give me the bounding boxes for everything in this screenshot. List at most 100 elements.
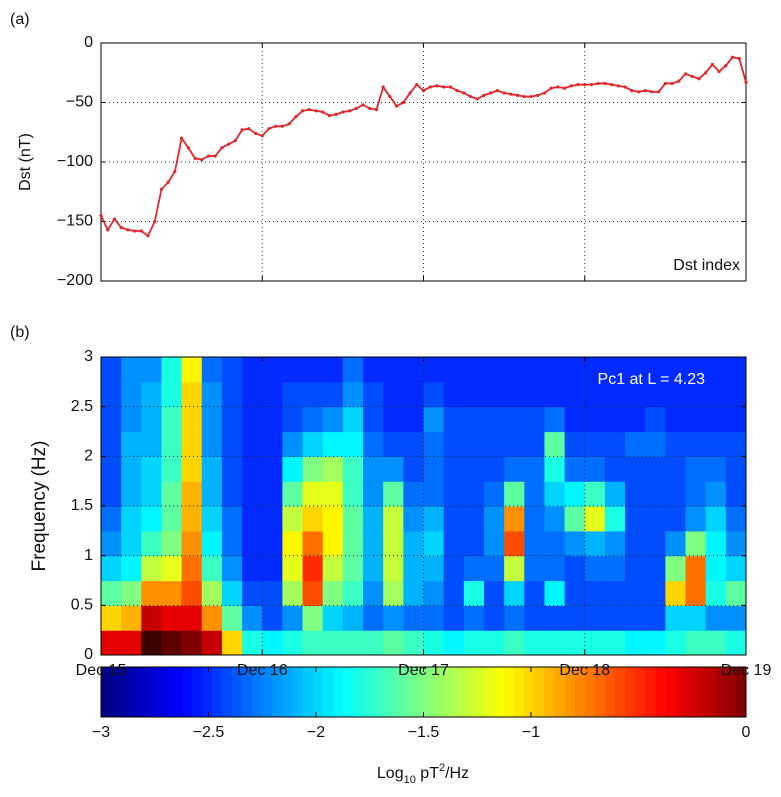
heat-cell <box>181 481 203 507</box>
point <box>421 89 426 93</box>
heat-cell <box>504 456 525 482</box>
colorbar-step <box>584 667 596 717</box>
heatmap <box>101 357 746 655</box>
overlay: −200 −150 −100 −50 0 0 0.5 1 1.5 2 2.5 3 Dec 15 Dec 1… <box>57 34 771 679</box>
point <box>260 134 264 138</box>
annotation: Dst index <box>673 257 740 274</box>
heat-cell <box>483 580 505 606</box>
point <box>119 225 123 230</box>
heat-cell <box>121 431 142 457</box>
heat-cell <box>282 357 304 383</box>
heat-cell <box>564 431 586 457</box>
point <box>247 127 251 131</box>
point <box>395 104 399 108</box>
heat-cell <box>302 431 324 457</box>
heat-cell <box>705 431 727 457</box>
colorbar-label-part: 2 <box>439 762 445 774</box>
heat-cell <box>403 630 425 655</box>
heat-cell <box>423 630 445 655</box>
colorbar-step <box>735 667 747 717</box>
heat-cell <box>483 630 505 655</box>
colorbar-step <box>141 667 152 717</box>
heat-cell <box>423 481 445 507</box>
heat-cell <box>201 530 223 557</box>
colorbar-step <box>544 667 556 717</box>
heat-cell <box>463 580 485 606</box>
heat-cell <box>483 555 505 582</box>
heat-cell <box>443 530 465 557</box>
heat-cell <box>181 530 203 557</box>
point <box>442 85 446 89</box>
heat-cell <box>504 431 525 457</box>
heat-cell <box>121 357 142 383</box>
colorbar-step <box>272 667 283 717</box>
y-tick-label: 1.5 <box>71 497 93 514</box>
heat-cell <box>625 381 646 408</box>
heat-cell <box>403 431 425 457</box>
heat-cell <box>524 357 546 383</box>
point <box>616 84 620 88</box>
heat-cell <box>443 431 465 457</box>
heat-cell <box>604 605 626 631</box>
heat-cell <box>483 530 505 557</box>
colorbar-step <box>211 667 223 717</box>
heat-cell <box>383 506 404 532</box>
heat-cell <box>383 605 404 631</box>
point <box>341 110 345 114</box>
heat-cell <box>221 630 243 655</box>
heat-cell <box>161 580 183 606</box>
heat-cell <box>262 406 284 433</box>
point <box>462 91 466 95</box>
colorbar-step <box>393 667 404 717</box>
point <box>683 72 688 76</box>
point <box>710 62 715 67</box>
heat-cell <box>604 406 626 433</box>
heat-cell <box>322 555 344 582</box>
heat-cell <box>342 605 364 631</box>
heat-cell <box>685 530 707 557</box>
heat-cell <box>604 580 626 606</box>
point <box>603 81 607 86</box>
point <box>381 85 385 89</box>
heat-cell <box>262 605 284 631</box>
point <box>542 91 547 95</box>
heat-cell <box>101 431 122 457</box>
heat-cell <box>383 481 404 507</box>
heat-cell <box>383 456 404 482</box>
heat-cell <box>423 580 445 606</box>
heat-cell <box>524 605 546 631</box>
heat-cell <box>363 406 384 433</box>
heat-cell <box>221 406 243 433</box>
point <box>227 142 231 146</box>
heat-cell <box>645 630 666 655</box>
point <box>388 94 392 99</box>
heat-cell <box>423 530 445 557</box>
heat-cell <box>443 506 465 532</box>
point <box>657 90 661 94</box>
heat-cell <box>625 456 646 482</box>
point <box>610 83 614 87</box>
heat-cell <box>141 555 163 582</box>
heat-cell <box>443 406 465 433</box>
heat-cell <box>725 555 746 582</box>
heat-cell <box>302 381 324 408</box>
point <box>482 93 486 97</box>
heat-cell <box>221 456 243 482</box>
heat-cell <box>443 605 465 631</box>
heat-cell <box>564 381 586 408</box>
colorbar-step <box>564 667 576 717</box>
plot-frame <box>100 42 747 282</box>
heat-cell <box>423 357 445 383</box>
heat-cell <box>544 580 566 606</box>
heat-cell <box>221 555 243 582</box>
heat-cell <box>242 456 263 482</box>
point <box>132 229 137 233</box>
heat-cell <box>544 530 566 557</box>
heat-cell <box>322 456 344 482</box>
heat-cell <box>423 381 445 408</box>
heat-cell <box>101 481 122 507</box>
heat-cell <box>645 431 666 457</box>
heat-cell <box>504 530 525 557</box>
heat-cell <box>584 456 606 482</box>
